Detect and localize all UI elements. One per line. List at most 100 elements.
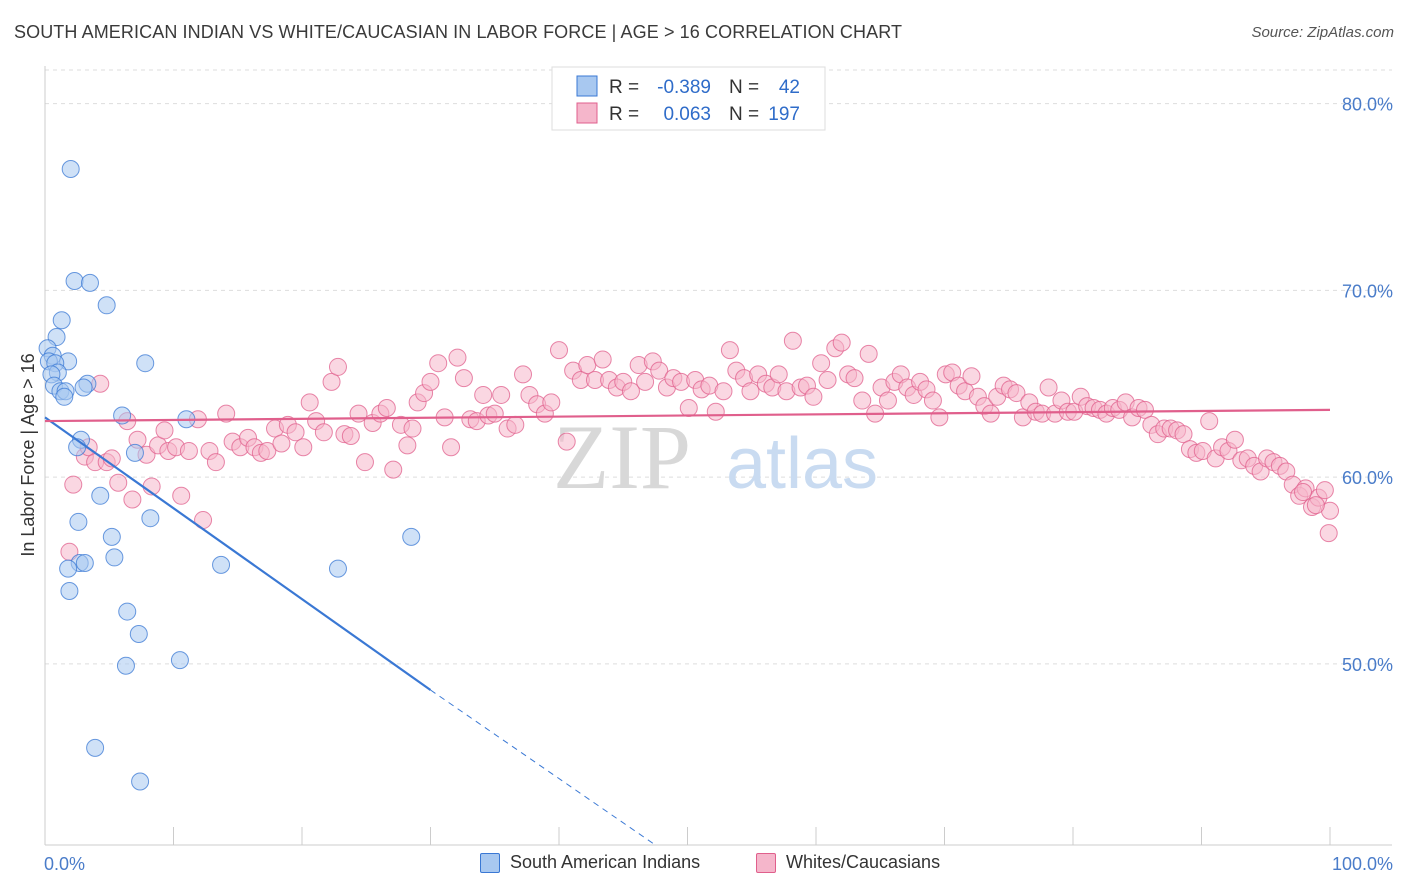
pink-point xyxy=(377,399,396,418)
legend-item-whites-caucasians[interactable]: Whites/Caucasians xyxy=(756,852,940,873)
pink-point xyxy=(384,460,403,479)
series-blue-points xyxy=(38,159,421,791)
pink-point xyxy=(812,354,831,373)
series-pink-points xyxy=(60,331,1339,561)
legend-label: South American Indians xyxy=(510,852,701,872)
pink-point xyxy=(706,402,725,421)
blue-trend-line xyxy=(44,416,432,691)
pink-point xyxy=(578,356,597,375)
pink-trend-line xyxy=(44,408,1331,423)
blue-point xyxy=(59,559,78,578)
legend-r-label: R = xyxy=(609,77,639,98)
pink-point xyxy=(294,438,313,457)
pink-point xyxy=(1135,400,1154,419)
pink-point xyxy=(845,369,864,388)
blue-point xyxy=(102,527,121,546)
pink-point xyxy=(818,371,837,389)
pink-point xyxy=(1306,496,1325,515)
pink-point xyxy=(650,361,669,380)
blue-point xyxy=(402,527,421,546)
legend-label: Whites/Caucasians xyxy=(786,852,941,872)
y-tick-label: 70.0% xyxy=(1342,281,1393,301)
pink-point xyxy=(506,415,525,434)
pink-point xyxy=(621,382,640,401)
pink-point xyxy=(258,441,277,460)
legend-n-value: 197 xyxy=(768,104,800,125)
legend-n-value: 42 xyxy=(779,77,800,98)
pink-point xyxy=(1174,425,1193,444)
blue-point xyxy=(170,651,189,670)
pink-point xyxy=(314,423,333,442)
pink-point xyxy=(741,382,760,401)
legend-r-label: R = xyxy=(609,104,639,125)
blue-point xyxy=(212,555,231,574)
pink-point xyxy=(442,438,461,457)
y-axis-label: In Labor Force | Age > 16 xyxy=(18,353,38,556)
y-tick-label: 60.0% xyxy=(1342,468,1393,488)
pink-point xyxy=(804,387,823,406)
pink-point xyxy=(300,393,319,412)
pink-point xyxy=(217,404,236,423)
legend-swatch-pink xyxy=(756,852,776,873)
grid-layer xyxy=(45,69,1392,665)
blue-point xyxy=(97,296,116,315)
blue-point xyxy=(116,656,135,675)
watermark-zip: ZIP xyxy=(553,406,691,508)
pink-point xyxy=(272,434,291,453)
blue-point xyxy=(75,554,94,573)
pink-point xyxy=(492,385,511,404)
watermark-atlas: atlas xyxy=(726,424,878,504)
x-tick-label: 0.0% xyxy=(44,854,85,874)
blue-point xyxy=(118,602,137,621)
pink-point xyxy=(172,486,191,505)
pink-point xyxy=(206,453,225,472)
pink-point xyxy=(1225,430,1244,449)
blue-point xyxy=(131,772,150,791)
trend-lines xyxy=(44,408,1331,846)
blue-point xyxy=(105,548,124,567)
pink-point xyxy=(514,365,533,384)
blue-point xyxy=(129,624,148,643)
pink-point xyxy=(714,382,733,401)
blue-point xyxy=(65,272,84,291)
chart-title: SOUTH AMERICAN INDIAN VS WHITE/CAUCASIAN… xyxy=(14,22,903,42)
pink-point xyxy=(179,441,198,460)
blue-point xyxy=(60,582,79,601)
y-tick-label: 50.0% xyxy=(1342,655,1393,675)
pink-point xyxy=(679,399,698,418)
pink-point xyxy=(769,365,788,384)
watermark: ZIP atlas xyxy=(553,406,878,508)
pink-point xyxy=(403,419,422,438)
blue-point xyxy=(69,512,88,531)
pink-point xyxy=(64,475,83,494)
legend-swatch-pink xyxy=(576,102,598,124)
pink-point xyxy=(286,423,305,442)
pink-point xyxy=(1315,481,1334,500)
blue-point xyxy=(141,509,160,528)
pink-point xyxy=(783,331,802,350)
pink-point xyxy=(859,344,878,363)
blue-point xyxy=(86,738,105,757)
pink-point xyxy=(341,427,360,446)
blue-point xyxy=(328,559,347,578)
pink-point xyxy=(123,490,142,509)
blue-point xyxy=(125,443,144,462)
blue-point xyxy=(74,378,93,397)
pink-point xyxy=(930,408,949,427)
blue-point xyxy=(55,387,74,406)
pink-point xyxy=(1039,378,1058,397)
legend-item-south-american-indians[interactable]: South American Indians xyxy=(480,852,700,873)
pink-point xyxy=(593,350,612,369)
blue-point xyxy=(52,311,71,330)
pink-point xyxy=(832,333,851,352)
pink-point xyxy=(155,421,174,440)
pink-point xyxy=(398,436,417,455)
pink-point xyxy=(1200,412,1219,431)
pink-point xyxy=(550,341,568,360)
blue-point xyxy=(136,354,155,373)
legend-swatch-blue xyxy=(480,852,500,873)
pink-point xyxy=(474,385,493,404)
pink-point xyxy=(923,391,942,410)
pink-point xyxy=(542,393,561,412)
legend-r-value: -0.389 xyxy=(657,77,711,98)
